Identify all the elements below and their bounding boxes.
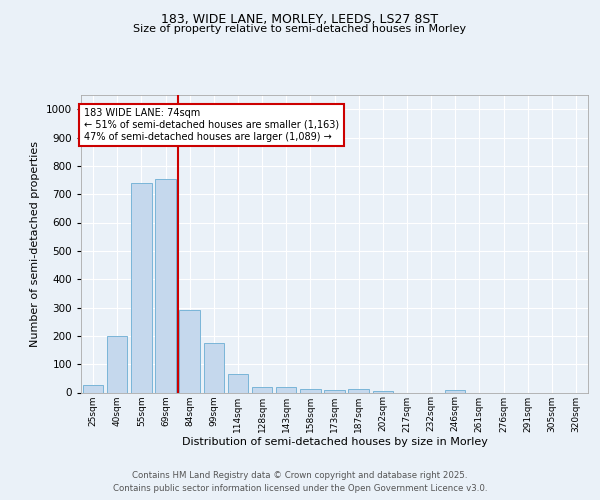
Bar [83,386,103,392]
Text: 183, WIDE LANE, MORLEY, LEEDS, LS27 8ST: 183, WIDE LANE, MORLEY, LEEDS, LS27 8ST [161,12,439,26]
Text: Contains public sector information licensed under the Open Government Licence v3: Contains public sector information licen… [113,484,487,493]
Bar [107,336,127,392]
Bar [276,387,296,392]
Text: Contains HM Land Registry data © Crown copyright and database right 2025.: Contains HM Land Registry data © Crown c… [132,471,468,480]
Bar [131,183,152,392]
Text: Size of property relative to semi-detached houses in Morley: Size of property relative to semi-detach… [133,24,467,34]
Bar [179,310,200,392]
Y-axis label: Number of semi-detached properties: Number of semi-detached properties [30,141,40,347]
Bar [324,390,345,392]
Bar [227,374,248,392]
Text: 183 WIDE LANE: 74sqm
← 51% of semi-detached houses are smaller (1,163)
47% of se: 183 WIDE LANE: 74sqm ← 51% of semi-detac… [83,108,338,142]
Bar [349,389,369,392]
X-axis label: Distribution of semi-detached houses by size in Morley: Distribution of semi-detached houses by … [182,437,487,447]
Bar [300,389,320,392]
Bar [203,343,224,392]
Bar [252,387,272,392]
Bar [445,390,466,392]
Bar [155,178,176,392]
Bar [373,391,393,392]
